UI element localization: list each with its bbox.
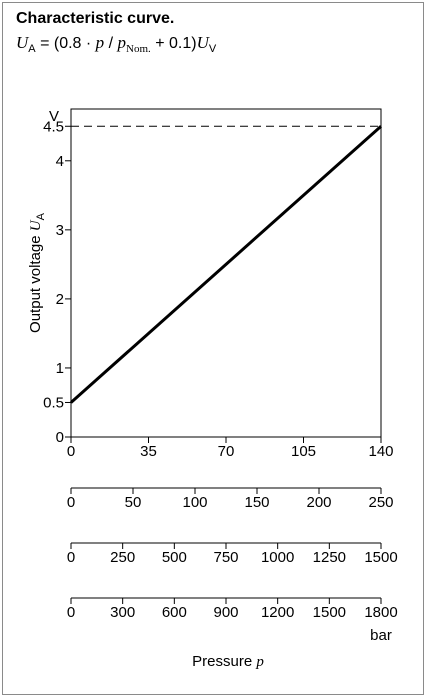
formula-p-nom: pNom. [117, 33, 151, 55]
y-tick-label: 3 [56, 222, 64, 239]
formula-lhs-sub: A [28, 43, 36, 55]
x-tick-label: 1800 [364, 604, 397, 621]
figure-frame [2, 2, 424, 695]
x-tick-label: 1250 [313, 549, 346, 566]
plot-area [70, 108, 382, 438]
formula-lhs-var: U [16, 33, 29, 52]
y-tick-label: 4.5 [43, 118, 64, 135]
formula-p-sub: Nom. [126, 43, 151, 55]
x-tick-label: 900 [213, 604, 238, 621]
y-axis-label: Output voltage UA [27, 212, 47, 333]
x-tick-label: 250 [110, 549, 135, 566]
plot-frame [70, 108, 382, 438]
x-tick-label: 1500 [364, 549, 397, 566]
x-tick-label: 500 [162, 549, 187, 566]
formula-p: p [95, 33, 105, 52]
formula-p2: p [117, 33, 127, 52]
x-tick-label: 70 [218, 443, 235, 460]
axis-labels: Output voltage UA Pressure p [27, 212, 264, 670]
series [70, 125, 382, 404]
x-tick-label: 0 [67, 494, 75, 511]
y-tick-label: 4 [56, 153, 64, 170]
formula-slash: / [104, 35, 118, 52]
formula-tail: + 0.1) [150, 35, 197, 52]
x-tick-label: 1000 [261, 549, 294, 566]
x-tick-label: 1500 [313, 604, 346, 621]
x-tick-label: 750 [213, 549, 238, 566]
y-tick-label: 0 [56, 429, 64, 446]
x-tick-label: 250 [368, 494, 393, 511]
y-tick-label: 2 [56, 291, 64, 308]
x-tick-label: 35 [140, 443, 157, 460]
y-axis-label-text: Output voltage [27, 231, 44, 333]
x-tick-label: 1200 [261, 604, 294, 621]
formula-rhs-sub: V [208, 43, 217, 55]
formula: UA = (0.8 · p / pNom. + 0.1)UV [16, 33, 216, 55]
x-tick-label: 200 [306, 494, 331, 511]
x-tick-label: 0 [67, 443, 75, 460]
x-tick-label: 600 [162, 604, 187, 621]
y-unit-label: V [49, 108, 59, 125]
x-axis-label-var: p [255, 654, 264, 670]
x-tick-label: 140 [368, 443, 393, 460]
x-scale-2: 0 50 100 150 200 250 [67, 487, 394, 511]
chart-title: Characteristic curve. [16, 10, 175, 27]
x-scales: 0 35 70 105 140 0 50 100 150 200 250 0 250 500 750 1000… [67, 437, 398, 644]
x-scale-3: 0 250 500 750 1000 1250 1500 [67, 542, 398, 566]
x-scale-1: 0 35 70 105 140 [67, 437, 394, 460]
x-axis-label-text: Pressure [192, 653, 256, 670]
x-unit-label: bar [370, 627, 392, 644]
y-tick-label: 0.5 [43, 394, 64, 411]
x-tick-label: 0 [67, 604, 75, 621]
x-tick-label: 300 [110, 604, 135, 621]
x-tick-label: 0 [67, 549, 75, 566]
x-axis-label: Pressure p [192, 653, 264, 670]
formula-middle: = (0.8 · [35, 35, 96, 52]
y-axis-label-sub: A [35, 212, 47, 220]
x-tick-label: 105 [291, 443, 316, 460]
y-axis-label-var: U [28, 219, 44, 231]
y-tick-label: 1 [56, 360, 64, 377]
x-tick-label: 150 [244, 494, 269, 511]
x-tick-label: 100 [182, 494, 207, 511]
x-scale-4: 0 300 600 900 1200 1500 1800 [67, 597, 398, 621]
x-tick-label: 50 [125, 494, 142, 511]
formula-rhs-var: U [196, 33, 209, 52]
y-axis: 0 0.5 1 2 3 4 4.5V [43, 108, 71, 446]
series-line [70, 125, 382, 404]
